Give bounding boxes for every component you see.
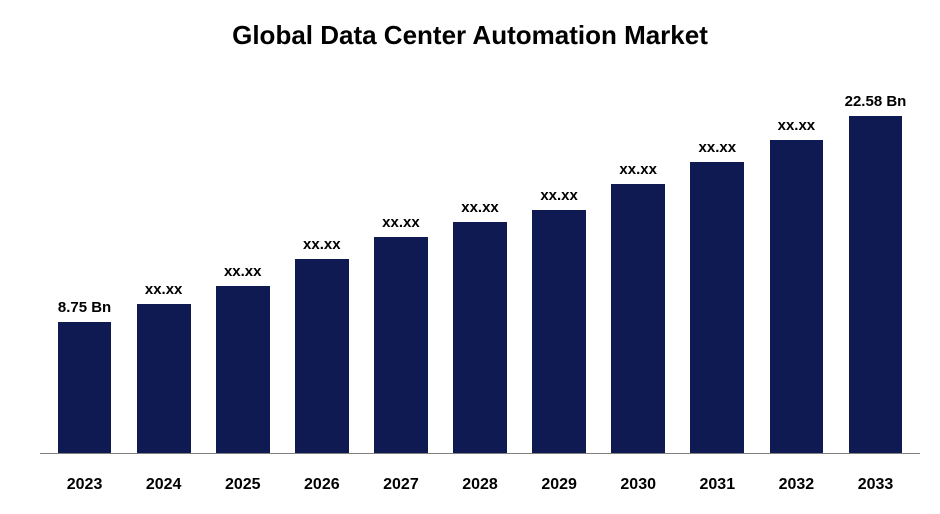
x-axis-label: 2032 (757, 476, 836, 494)
bar-group: xx.xx (678, 80, 757, 453)
bar-value-label: 22.58 Bn (845, 93, 907, 110)
bar-group: xx.xx (361, 80, 440, 453)
bar-group: 8.75 Bn (45, 80, 124, 453)
bar (690, 162, 744, 453)
bar (611, 184, 665, 453)
bar-value-label: xx.xx (303, 236, 341, 253)
x-axis-label: 2033 (836, 476, 915, 494)
x-axis-label: 2028 (440, 476, 519, 494)
bar-value-label: xx.xx (461, 199, 499, 216)
bar (58, 322, 112, 453)
bar-group: xx.xx (440, 80, 519, 453)
x-axis-label: 2030 (599, 476, 678, 494)
bar (849, 116, 903, 453)
x-axis-label: 2025 (203, 476, 282, 494)
chart-plot-area: 8.75 Bn xx.xx xx.xx xx.xx xx.xx xx.xx xx.xx xx.… (40, 80, 920, 454)
bar-group: xx.xx (520, 80, 599, 453)
bar-value-label: xx.xx (145, 281, 183, 298)
bar (216, 286, 270, 453)
bar (137, 304, 191, 453)
x-axis-label: 2031 (678, 476, 757, 494)
bar (532, 210, 586, 453)
bars-container: 8.75 Bn xx.xx xx.xx xx.xx xx.xx xx.xx xx.xx xx.… (40, 80, 920, 453)
bar-value-label: 8.75 Bn (58, 299, 111, 316)
bar-value-label: xx.xx (540, 187, 578, 204)
bar-value-label: xx.xx (224, 263, 262, 280)
x-axis-labels: 2023202420252026202720282029203020312032… (40, 476, 920, 494)
bar-value-label: xx.xx (699, 139, 737, 156)
x-axis-label: 2029 (520, 476, 599, 494)
x-axis-label: 2024 (124, 476, 203, 494)
bar (295, 259, 349, 453)
bar-group: xx.xx (203, 80, 282, 453)
chart-title: Global Data Center Automation Market (0, 0, 940, 51)
bar (374, 237, 428, 453)
bar-value-label: xx.xx (619, 161, 657, 178)
x-axis-label: 2027 (361, 476, 440, 494)
x-axis-label: 2026 (282, 476, 361, 494)
bar-group: 22.58 Bn (836, 80, 915, 453)
bar-group: xx.xx (282, 80, 361, 453)
bar-value-label: xx.xx (778, 117, 816, 134)
bar (453, 222, 507, 453)
bar-group: xx.xx (757, 80, 836, 453)
bar-group: xx.xx (599, 80, 678, 453)
bar (770, 140, 824, 453)
bar-group: xx.xx (124, 80, 203, 453)
bar-value-label: xx.xx (382, 214, 420, 231)
x-axis-label: 2023 (45, 476, 124, 494)
